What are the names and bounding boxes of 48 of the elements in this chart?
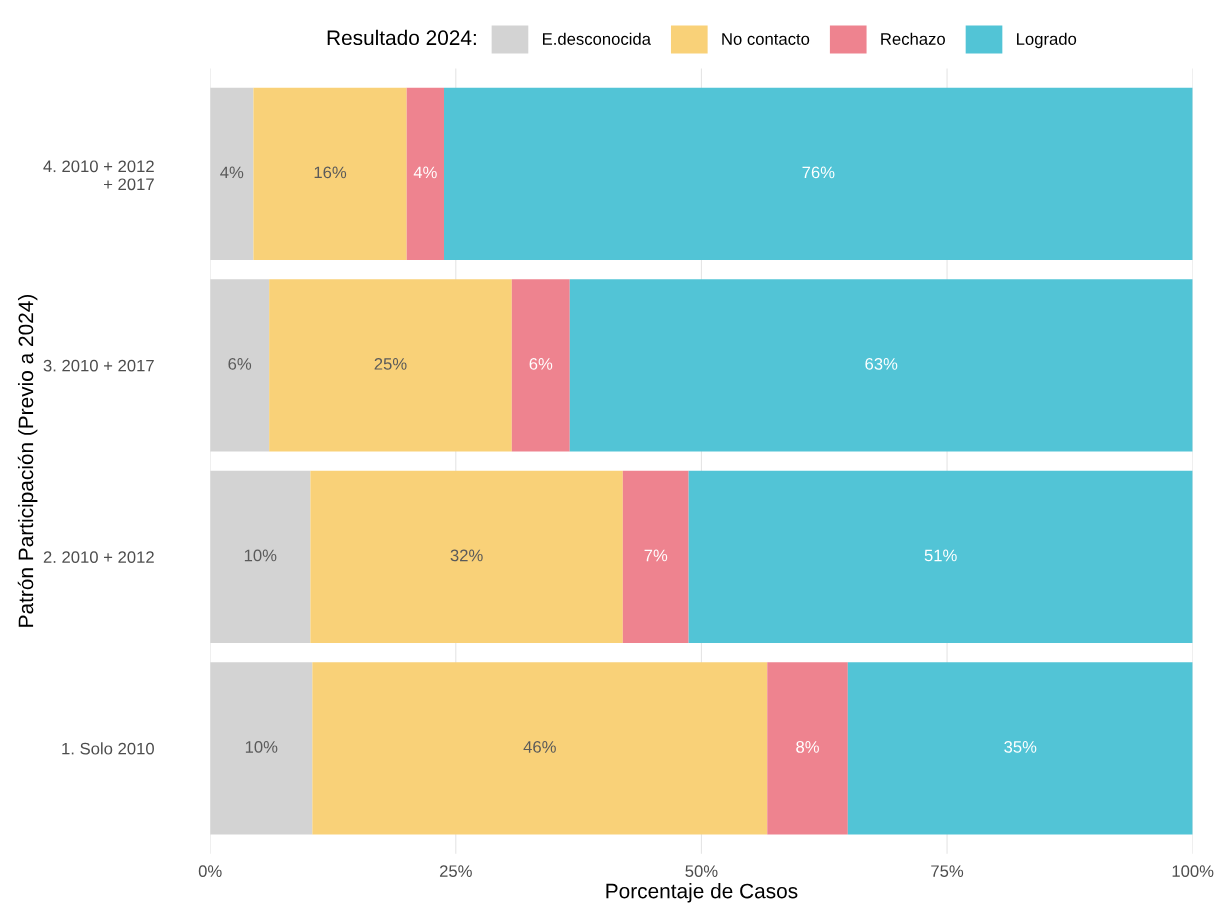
data-label: 35% [1004,741,1037,753]
bar [847,662,1193,835]
bar [312,662,768,835]
bar [406,87,445,260]
bar [210,279,270,452]
y-tick-label: 4. 2010 + 2012 + 2017 [43,160,154,191]
data-label: 63% [865,357,898,370]
data-label: 6% [228,357,252,370]
legend-label: E.desconocida [543,32,651,45]
legend-label: No contacto [722,33,810,45]
x-tick-label: 0% [198,865,222,878]
data-label: 32% [450,549,483,562]
legend-label: Rechazo [881,32,945,45]
bar [210,662,313,835]
legend-title: Resultado 2024: [327,29,476,46]
legend-label: Logrado [1017,32,1077,49]
x-tick-label: 75% [931,865,964,878]
x-tick-label: 50% [685,865,718,878]
bar [253,87,407,260]
bar [269,279,512,452]
x-tick-label: 25% [439,865,472,878]
data-label: 6% [529,357,553,370]
x-tick-label: 100% [1172,865,1214,878]
y-tick-label: 3. 2010 + 2017 [43,359,154,372]
bar [767,662,848,835]
bar [511,279,570,452]
data-label: 4% [413,166,437,179]
data-label: 10% [244,549,277,562]
bar [569,279,1193,452]
bar [210,470,311,643]
data-label: 10% [245,741,278,753]
bar [688,470,1193,643]
data-label: 51% [924,549,957,562]
data-label: 76% [802,166,835,179]
x-axis-title: Porcentaje de Casos [606,883,798,903]
y-tick-label: 1. Solo 2010 [62,742,154,755]
bar [210,87,254,260]
data-label: 4% [220,166,244,179]
data-label: 16% [314,166,347,179]
y-axis-title: Patrón Participación (Previo a 2024) [17,295,38,627]
bar [444,87,1193,260]
y-tick-label: 2. 2010 + 2012 [43,551,154,564]
bar [622,470,689,643]
data-label: 7% [644,549,668,562]
bar [310,470,623,643]
data-label: 46% [523,741,556,753]
data-label: 25% [374,357,407,370]
data-label: 8% [796,741,819,753]
